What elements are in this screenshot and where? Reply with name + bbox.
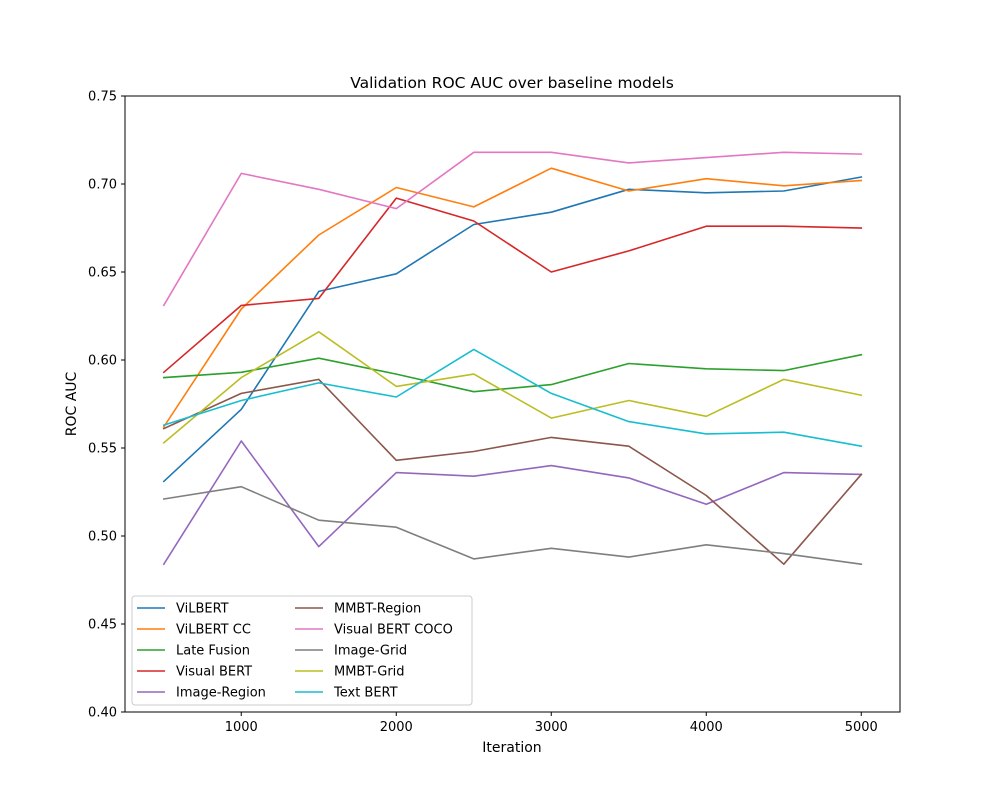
x-tick-label: 5000 — [845, 720, 878, 735]
y-tick-label: 0.60 — [88, 354, 117, 369]
series-line-image-grid — [162, 485, 863, 566]
series-line-visual-bert-coco — [162, 151, 863, 307]
plot-frame — [124, 95, 901, 713]
y-tick-label: 0.65 — [88, 266, 117, 281]
legend-label: MMBT-Grid — [334, 665, 405, 680]
y-tick-label: 0.40 — [88, 706, 117, 721]
y-tick-label: 0.75 — [88, 90, 117, 105]
x-tick-label: 3000 — [535, 720, 568, 735]
legend-label: Visual BERT — [176, 665, 252, 680]
x-axis-ticks: 1000 2000 3000 4000 5000 — [225, 712, 878, 735]
series-line-image-region — [162, 440, 863, 566]
legend-label: Visual BERT COCO — [334, 623, 453, 638]
series-line-late-fusion — [162, 353, 863, 393]
x-tick-label: 1000 — [225, 720, 258, 735]
y-tick-label: 0.50 — [88, 530, 117, 545]
legend-label: Text BERT — [333, 686, 398, 701]
legend-label: ViLBERT CC — [176, 623, 251, 638]
legend-label: Image-Region — [176, 686, 266, 701]
y-tick-label: 0.70 — [88, 178, 117, 193]
x-tick-label: 2000 — [380, 720, 413, 735]
plot-lines — [162, 151, 863, 566]
legend-label: MMBT-Region — [334, 602, 421, 617]
legend-label: Image-Grid — [334, 644, 407, 659]
series-line-vilbert-cc — [162, 167, 863, 429]
y-tick-label: 0.55 — [88, 442, 117, 457]
chart-title: Validation ROC AUC over baseline models — [350, 74, 674, 92]
x-axis-label: Iteration — [482, 740, 541, 756]
y-axis-ticks: 0.40 0.45 0.50 0.55 0.60 0.65 0.70 0.75 — [88, 90, 125, 721]
legend-label: ViLBERT — [176, 602, 229, 617]
legend: ViLBERT ViLBERT CC Late Fusion Visual BERT I… — [131, 595, 473, 706]
series-line-vilbert — [162, 176, 863, 483]
series-line-mmbt-region — [162, 378, 863, 566]
series-line-text-bert — [162, 348, 863, 448]
y-tick-label: 0.45 — [88, 618, 117, 633]
x-tick-label: 4000 — [690, 720, 723, 735]
series-line-mmbt-grid — [162, 330, 863, 444]
y-axis-label: ROC AUC — [64, 371, 80, 436]
legend-label: Late Fusion — [176, 644, 250, 659]
series-line-visual-bert — [162, 197, 863, 374]
